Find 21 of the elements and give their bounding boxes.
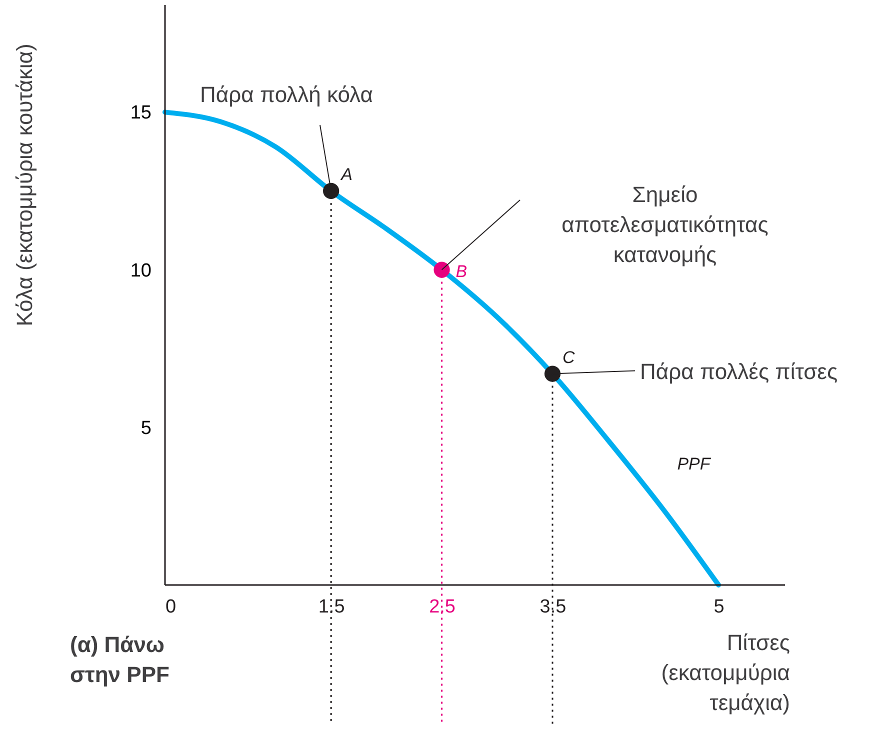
annotation: C (562, 348, 576, 367)
annotation: A (340, 164, 352, 184)
annotation: B (456, 262, 468, 281)
annotation: Πάρα πολλές πίτσες (640, 358, 838, 384)
y-axis-title: Κόλα (εκατομμύρια κουτάκια) (12, 44, 37, 326)
x-axis-title: Πίτσες (εκατομμύρια τεμάχια) (661, 630, 790, 715)
annotation: Σημείο αποτελεσματικότητας κατανομής (562, 182, 768, 267)
x-tick-label: 1.5 (318, 596, 345, 618)
annotation: Πάρα πολλή κόλα (200, 82, 374, 107)
x-tick-label: 3.5 (540, 596, 566, 618)
y-tick-label: 5 (140, 418, 152, 439)
text: (α) Πάνω στην PPF (70, 632, 170, 687)
point (434, 262, 450, 278)
x-tick-label: 2.5 (429, 596, 456, 618)
series-label: PPF (677, 454, 712, 474)
point (544, 366, 561, 382)
x-tick-label: 5 (714, 596, 724, 618)
x-tick-label: 0 (166, 596, 176, 618)
y-tick-label: 10 (130, 260, 152, 282)
y-tick-label: 15 (130, 102, 152, 124)
point (323, 182, 340, 200)
